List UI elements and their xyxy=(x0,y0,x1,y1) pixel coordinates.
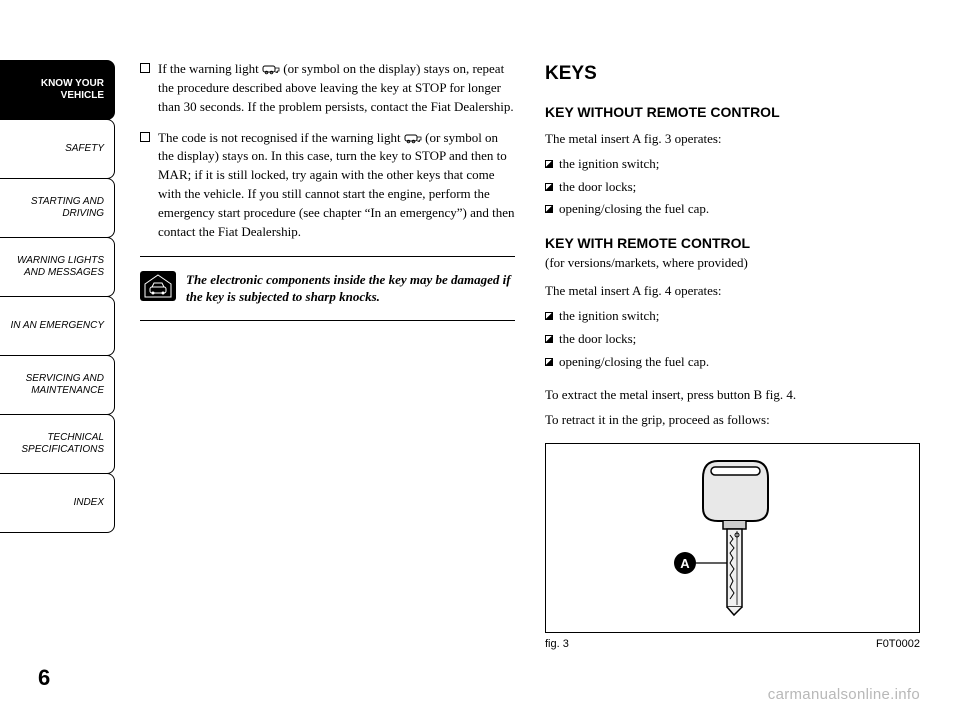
bullet-marker xyxy=(545,183,553,191)
left-column: If the warning light (or symbol on the d… xyxy=(140,30,515,689)
tab-technical[interactable]: TECHNICAL SPECIFICATIONS xyxy=(0,414,115,474)
list-item: opening/closing the fuel cap. xyxy=(545,200,920,219)
list-item: the ignition switch; xyxy=(545,307,920,326)
subsection-heading: KEY WITHOUT REMOTE CONTROL xyxy=(545,102,920,122)
tab-index[interactable]: INDEX xyxy=(0,473,115,533)
subsection-note: (for versions/markets, where provided) xyxy=(545,254,920,273)
watermark: carmanualsonline.info xyxy=(768,686,920,703)
bullet-item: If the warning light (or symbol on the d… xyxy=(140,60,515,117)
tab-warning-lights[interactable]: WARNING LIGHTS AND MESSAGES xyxy=(0,237,115,297)
car-code-icon xyxy=(262,61,280,76)
bullet-marker xyxy=(545,205,553,213)
paragraph: To retract it in the grip, proceed as fo… xyxy=(545,411,920,430)
bullet-marker xyxy=(545,358,553,366)
chapter-tabs: KNOW YOUR VEHICLE SAFETY STARTING AND DR… xyxy=(0,30,115,689)
figure-code: F0T0002 xyxy=(876,637,920,653)
bullet-text: If the warning light (or symbol on the d… xyxy=(158,60,515,117)
intro-text: The metal insert A fig. 3 operates: xyxy=(545,130,920,149)
svg-text:A: A xyxy=(680,556,690,571)
key-illustration: A xyxy=(623,453,843,623)
tab-safety[interactable]: SAFETY xyxy=(0,119,115,179)
list-item: the door locks; xyxy=(545,330,920,349)
bullet-marker xyxy=(545,160,553,168)
bullet-marker xyxy=(545,335,553,343)
intro-text: The metal insert A fig. 4 operates: xyxy=(545,282,920,301)
bullet-marker xyxy=(140,132,150,142)
paragraph: To extract the metal insert, press butto… xyxy=(545,386,920,405)
figure-3: A xyxy=(545,443,920,633)
list-item: the door locks; xyxy=(545,178,920,197)
list-item: opening/closing the fuel cap. xyxy=(545,353,920,372)
car-code-icon xyxy=(404,130,422,145)
bullet-marker xyxy=(140,63,150,73)
tab-servicing[interactable]: SERVICING AND MAINTENANCE xyxy=(0,355,115,415)
warning-text: The electronic components inside the key… xyxy=(186,271,515,306)
list-item: the ignition switch; xyxy=(545,155,920,174)
tab-know-your-vehicle[interactable]: KNOW YOUR VEHICLE xyxy=(0,60,115,120)
bullet-item: The code is not recognised if the warnin… xyxy=(140,129,515,242)
figure-caption: fig. 3 F0T0002 xyxy=(545,637,920,653)
warning-box: The electronic components inside the key… xyxy=(140,271,515,306)
tab-starting-driving[interactable]: STARTING AND DRIVING xyxy=(0,178,115,238)
horizontal-rule xyxy=(140,256,515,257)
bullet-marker xyxy=(545,312,553,320)
section-heading: KEYS xyxy=(545,60,920,88)
right-column: KEYS KEY WITHOUT REMOTE CONTROL The meta… xyxy=(545,30,920,689)
page-content: If the warning light (or symbol on the d… xyxy=(115,30,920,689)
warning-car-icon xyxy=(140,271,176,301)
manual-page: KNOW YOUR VEHICLE SAFETY STARTING AND DR… xyxy=(0,0,960,709)
tab-emergency[interactable]: IN AN EMERGENCY xyxy=(0,296,115,356)
horizontal-rule xyxy=(140,320,515,321)
bullet-text: The code is not recognised if the warnin… xyxy=(158,129,515,242)
figure-label: fig. 3 xyxy=(545,637,569,653)
subsection-heading: KEY WITH REMOTE CONTROL xyxy=(545,233,920,253)
page-number: 6 xyxy=(38,665,50,691)
